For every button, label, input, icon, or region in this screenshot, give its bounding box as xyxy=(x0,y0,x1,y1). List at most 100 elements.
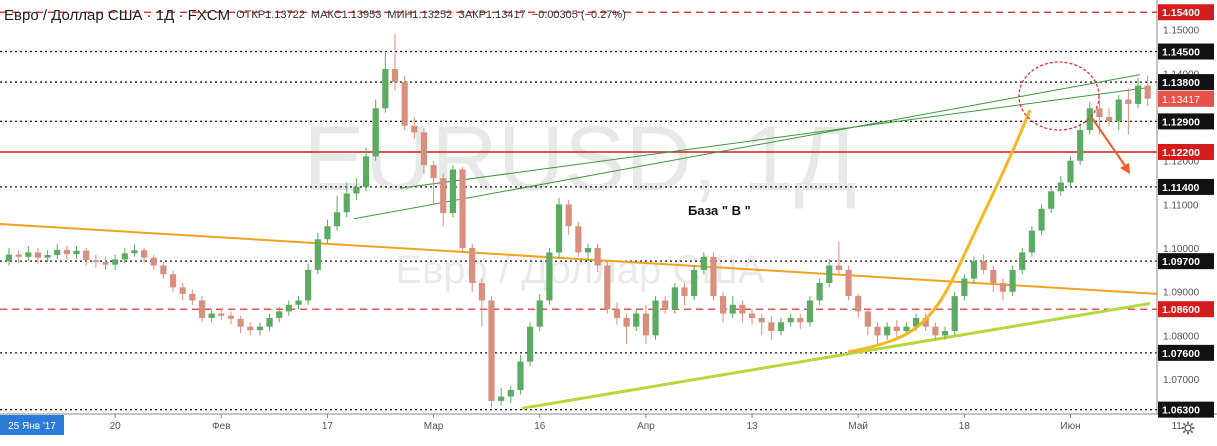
candle-down xyxy=(595,248,601,265)
candle-up xyxy=(382,69,388,108)
candle-down xyxy=(469,248,475,283)
candle-up xyxy=(1019,252,1025,269)
candle-up xyxy=(1116,100,1122,122)
candle-down xyxy=(93,260,99,262)
candle-down xyxy=(151,258,157,266)
candle-up xyxy=(826,266,832,283)
candle-down xyxy=(16,255,22,257)
candle-down xyxy=(759,318,765,322)
x-tick-label: Апр xyxy=(637,421,655,432)
candle-up xyxy=(903,327,909,331)
candle-down xyxy=(836,266,842,270)
candle-down xyxy=(604,266,610,310)
level-tag-label: 1.08600 xyxy=(1162,304,1200,316)
candle-down xyxy=(749,314,755,318)
candle-up xyxy=(817,283,823,300)
candle-up xyxy=(788,318,794,322)
level-tag-label: 1.14500 xyxy=(1162,47,1200,59)
candle-up xyxy=(1135,86,1141,104)
candle-down xyxy=(431,165,437,178)
candle-up xyxy=(971,261,977,278)
candle-down xyxy=(1145,86,1151,99)
candle-up xyxy=(363,156,369,187)
candle-down xyxy=(739,305,745,314)
candle-up xyxy=(257,327,263,330)
candle-down xyxy=(874,327,880,336)
y-tick-label: 1.07000 xyxy=(1163,375,1200,386)
candle-up xyxy=(508,390,514,397)
watermark-symbol: EURUSD, 1Д xyxy=(303,108,856,210)
candle-up xyxy=(1058,183,1064,192)
x-tick-label: 13 xyxy=(746,421,758,432)
candle-down xyxy=(170,274,176,287)
candle-up xyxy=(373,108,379,156)
x-tick-label: 20 xyxy=(110,421,122,432)
candle-up xyxy=(1067,161,1073,183)
x-tick-label: 16 xyxy=(534,421,546,432)
candle-up xyxy=(807,300,813,322)
candle-up xyxy=(961,279,967,296)
low-value: МИН1.13252 xyxy=(387,9,452,21)
candle-up xyxy=(942,331,948,335)
candle-down xyxy=(894,327,900,331)
settings-gear-icon[interactable] xyxy=(1181,421,1195,435)
candle-down xyxy=(1000,283,1006,292)
candle-down xyxy=(83,251,89,261)
candle-up xyxy=(305,270,311,301)
candle-down xyxy=(990,270,996,283)
candle-up xyxy=(122,253,128,259)
candle-down xyxy=(845,270,851,296)
candle-down xyxy=(1106,117,1112,121)
candle-up xyxy=(286,305,292,312)
candle-down xyxy=(1125,100,1131,104)
high-value: МАКС1.13953 xyxy=(311,9,382,21)
candle-up xyxy=(691,270,697,296)
candle-up xyxy=(54,250,60,255)
candle-down xyxy=(218,314,224,316)
candle-up xyxy=(6,255,12,262)
level-tag-label: 1.09700 xyxy=(1162,256,1200,268)
candle-up xyxy=(537,300,543,326)
candle-up xyxy=(517,362,523,390)
candle-up xyxy=(353,187,359,194)
candle-up xyxy=(276,311,282,318)
candle-down xyxy=(479,283,485,300)
watermark-name: Евро / Доллар США xyxy=(395,248,765,292)
change-value: −0.00305 (−0.27%) xyxy=(532,9,626,21)
candle-down xyxy=(981,261,987,270)
candle-down xyxy=(421,132,427,165)
candle-up xyxy=(701,257,707,270)
candle-up xyxy=(556,204,562,252)
candle-up xyxy=(585,248,591,252)
candle-down xyxy=(566,204,572,226)
candle-down xyxy=(681,287,687,296)
candle-up xyxy=(73,251,79,254)
candle-down xyxy=(575,226,581,252)
candle-up xyxy=(652,300,658,335)
candle-down xyxy=(160,266,166,275)
candle-down xyxy=(35,252,41,257)
candle-down xyxy=(932,327,938,336)
candle-up xyxy=(334,212,340,226)
candle-down xyxy=(643,314,649,336)
candle-down xyxy=(102,262,108,265)
forecast-arrow-line xyxy=(1092,118,1128,170)
x-tick-label: 25 Янв '17 xyxy=(8,421,56,432)
y-tick-label: 1.08000 xyxy=(1163,331,1200,342)
level-tag-label: 1.12900 xyxy=(1162,116,1200,128)
candle-up xyxy=(1010,270,1016,292)
candle-up xyxy=(131,250,137,253)
candle-up xyxy=(546,252,552,300)
candle-down xyxy=(64,250,70,254)
candle-down xyxy=(865,311,871,326)
candle-up xyxy=(324,226,330,239)
candle-down xyxy=(392,69,398,82)
candle-up xyxy=(266,318,272,327)
candle-up xyxy=(672,287,678,309)
candle-down xyxy=(411,126,417,133)
open-value: ОТКР1.13722 xyxy=(236,9,305,21)
candle-up xyxy=(25,252,31,256)
candle-down xyxy=(199,300,205,317)
level-tag-label: 1.13800 xyxy=(1162,77,1200,89)
